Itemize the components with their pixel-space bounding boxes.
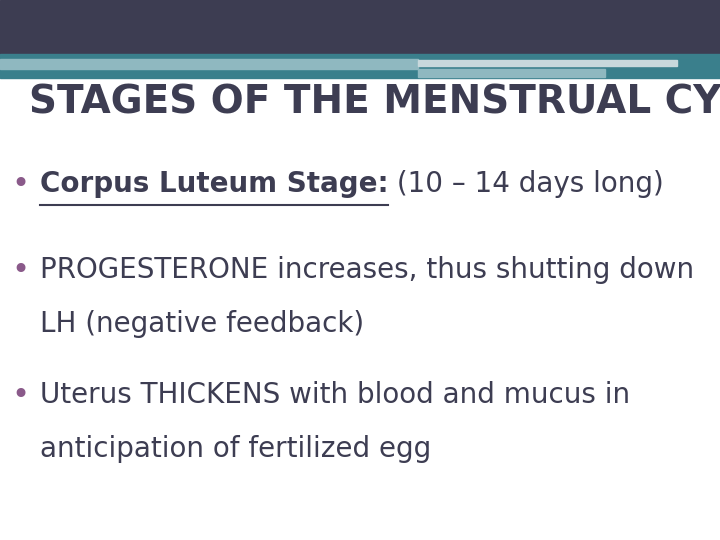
- Text: STAGES OF THE MENSTRUAL CYCLE: STAGES OF THE MENSTRUAL CYCLE: [29, 84, 720, 122]
- Bar: [418, 60, 677, 66]
- Text: LH (negative feedback): LH (negative feedback): [40, 310, 364, 339]
- Bar: [0, 54, 720, 78]
- Text: •: •: [11, 256, 30, 286]
- Bar: [0, 0, 720, 54]
- Text: •: •: [11, 381, 30, 410]
- Text: anticipation of fertilized egg: anticipation of fertilized egg: [40, 435, 431, 463]
- Bar: [0, 59, 418, 69]
- Text: Uterus THICKENS with blood and mucus in: Uterus THICKENS with blood and mucus in: [40, 381, 630, 409]
- Text: Corpus Luteum Stage:: Corpus Luteum Stage:: [40, 170, 388, 198]
- Bar: [418, 69, 605, 77]
- Text: (10 – 14 days long): (10 – 14 days long): [388, 170, 664, 198]
- Text: PROGESTERONE increases, thus shutting down: PROGESTERONE increases, thus shutting do…: [40, 256, 694, 285]
- Text: •: •: [11, 170, 30, 199]
